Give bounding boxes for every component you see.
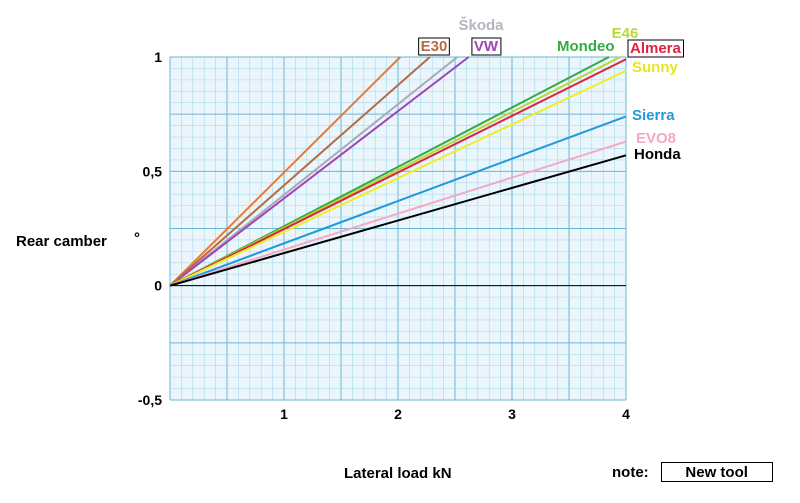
legend-label-mondeo: Mondeo <box>557 38 615 55</box>
series-line--koda <box>169 56 458 287</box>
y-tick-label: 0 <box>154 278 162 294</box>
y-tick-label: 1 <box>154 49 162 65</box>
y-tick-label: -0,5 <box>138 392 162 408</box>
series-line-evo8 <box>169 140 627 287</box>
x-tick-label: 2 <box>394 406 402 422</box>
legend-label-sunny: Sunny <box>632 59 678 76</box>
series-line-e30 <box>169 56 401 287</box>
note-input[interactable]: New tool <box>660 462 773 482</box>
note-area: note: New tool <box>612 461 773 483</box>
legend-box-almera <box>627 39 685 58</box>
y-axis-unit: ° <box>134 230 140 247</box>
legend-label-honda: Honda <box>634 146 681 163</box>
series-line-honda <box>169 154 627 287</box>
legend-label-e46: E46 <box>612 25 639 42</box>
x-tick-label: 3 <box>508 406 516 422</box>
legend-label-evo8: EVO8 <box>636 130 676 147</box>
legend-box-e30 <box>418 37 450 56</box>
legend-label-sierra: Sierra <box>632 107 675 124</box>
legend-label--koda: Škoda <box>458 16 504 34</box>
y-tick-label: 0,5 <box>143 163 163 179</box>
legend-box-vw <box>471 37 502 56</box>
series-line-sierra <box>169 115 627 287</box>
x-tick-label: 1 <box>280 406 288 422</box>
legend-label-e30: E30 <box>421 38 448 55</box>
legend-label-vw: VW <box>474 38 499 55</box>
series-line-sunny <box>169 69 627 287</box>
y-axis-title: Rear camber <box>16 233 107 250</box>
x-axis-title: Lateral load kN <box>344 465 452 482</box>
legend-label-almera: Almera <box>630 40 682 57</box>
series-line-e30-brown- <box>169 56 431 287</box>
series-line-vw <box>169 56 470 287</box>
x-tick-label: 4 <box>622 406 630 422</box>
series-line-almera <box>169 58 627 287</box>
note-label: note: <box>612 463 649 481</box>
